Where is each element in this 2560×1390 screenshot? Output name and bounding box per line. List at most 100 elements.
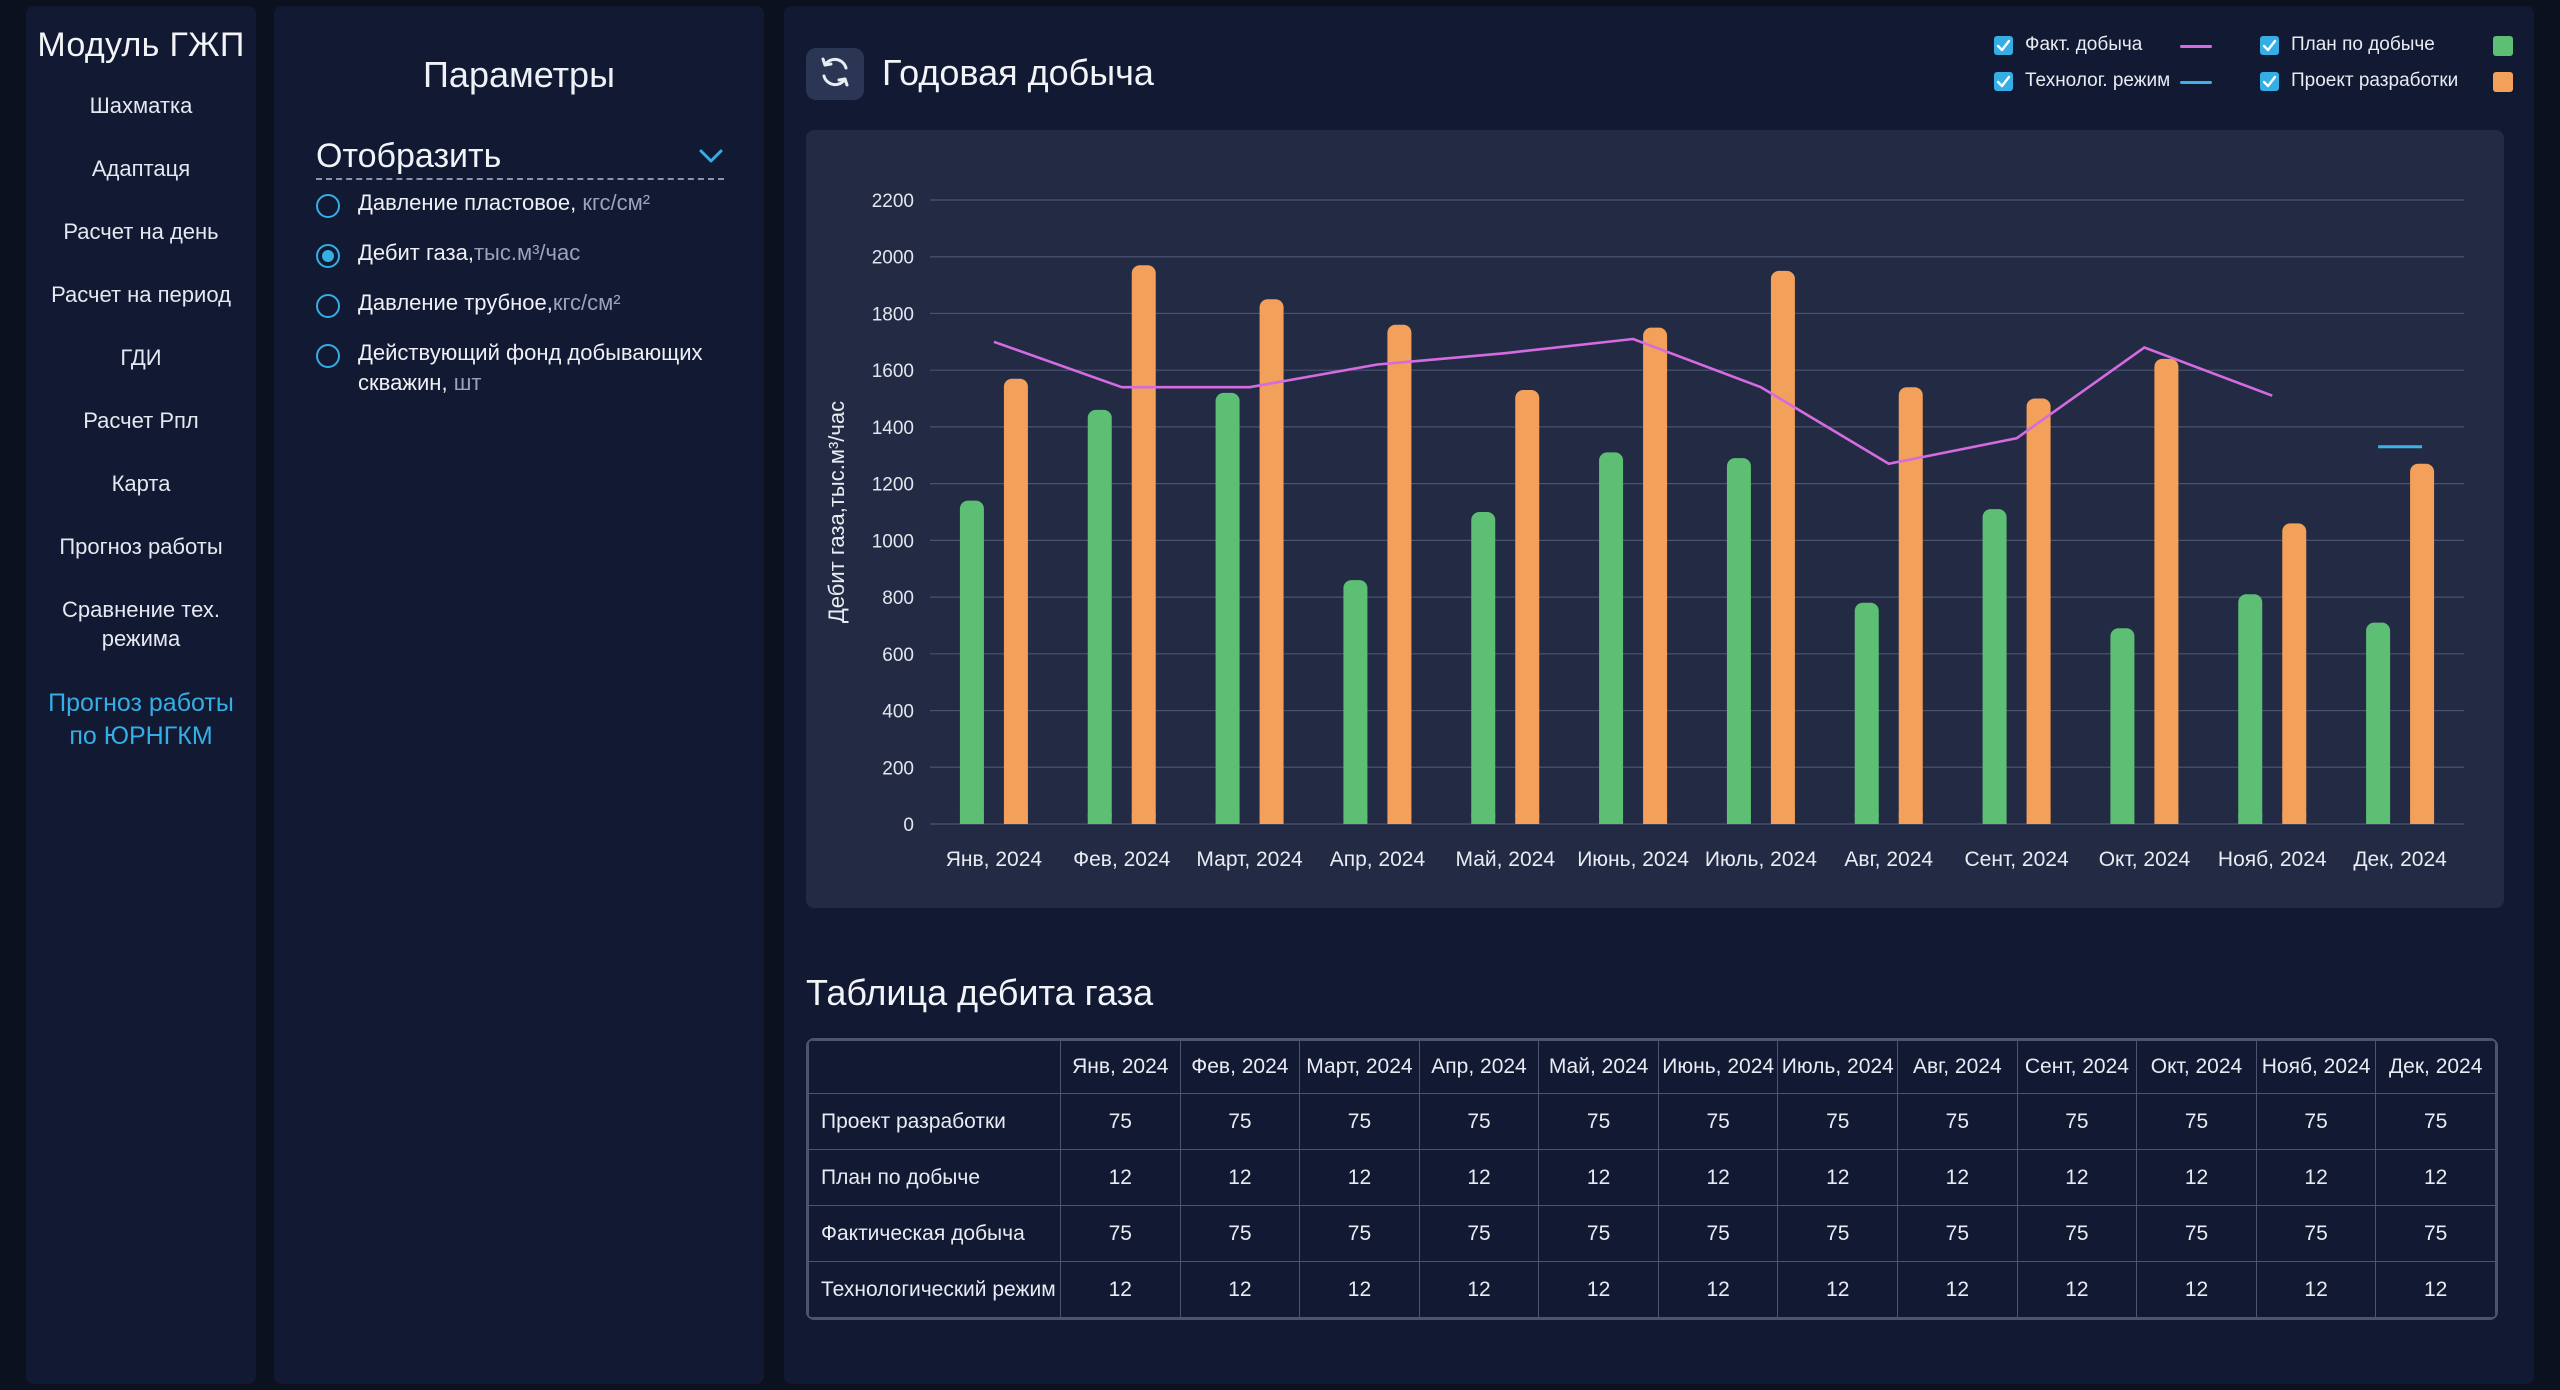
refresh-button[interactable] [806, 48, 864, 100]
bar-project[interactable] [1643, 327, 1668, 824]
table-cell: 75 [2375, 1093, 2496, 1150]
table-cell: 75 [1299, 1093, 1420, 1150]
bar-base [2282, 814, 2307, 824]
parameter-option-text: Давление трубное,кгс/см² [358, 288, 718, 318]
parameter-option-2[interactable]: Давление трубное,кгс/см² [316, 288, 764, 318]
bar-project[interactable] [2026, 398, 2051, 824]
bar-plan[interactable] [2238, 594, 2263, 824]
y-tick-label: 200 [882, 758, 914, 779]
table-cell: 75 [2255, 1093, 2377, 1150]
table-row-label: План по добыче [808, 1149, 1061, 1206]
gas-rate-table: Янв, 2024 Фев, 2024 Март, 2024 Апр, 2024 Май… [806, 1038, 2498, 1320]
x-tick-label: Дек, 2024 [2353, 848, 2447, 871]
bar-base [1854, 814, 1879, 824]
table-cell: 12 [1299, 1149, 1420, 1206]
bar-base [1131, 814, 1156, 824]
bar-project[interactable] [1259, 299, 1284, 824]
x-tick-label: Июнь, 2024 [1577, 848, 1689, 871]
table-row: План по добыче 12 12 12 12 12 12 12 12 12 12 12 12 [808, 1149, 2496, 1206]
parameter-option-text: Давление пластовое, кгс/см² [358, 188, 718, 218]
series-line-actual [993, 337, 2273, 466]
bar-plan[interactable] [1471, 512, 1496, 824]
parameter-option-label: Действующий фонд добывающих скважин, [358, 340, 703, 395]
x-tick-label: Сент, 2024 [1965, 848, 2069, 871]
radio-button[interactable] [316, 344, 340, 368]
nav-item-7[interactable]: Прогноз работы [59, 534, 223, 559]
checkbox-icon[interactable] [1994, 71, 2013, 91]
nav-item-0[interactable]: Шахматка [89, 93, 193, 118]
nav-item-5[interactable]: Расчет Рпл [83, 408, 199, 433]
table-column-header: Окт, 2024 [2136, 1040, 2257, 1094]
bar-project[interactable] [1515, 390, 1540, 824]
radio-button[interactable] [316, 294, 340, 318]
legend-square-marker [2493, 72, 2513, 92]
x-tick-label: Апр, 2024 [1330, 848, 1426, 871]
checkbox-icon[interactable] [1994, 35, 2013, 55]
bar-plan[interactable] [1215, 392, 1240, 824]
bar-plan[interactable] [1854, 602, 1879, 824]
bar-plan[interactable] [2110, 628, 2135, 824]
x-tick-label: Янв, 2024 [946, 848, 1043, 871]
table-cell: 12 [2375, 1261, 2496, 1318]
bar-project[interactable] [1003, 378, 1028, 824]
nav-item-6[interactable]: Карта [111, 471, 171, 496]
table-cell: 12 [2255, 1149, 2377, 1206]
y-tick-label: 1200 [872, 475, 914, 496]
checkbox-icon[interactable] [2260, 35, 2279, 55]
bar-project[interactable] [2154, 358, 2179, 824]
parameter-option-1[interactable]: Дебит газа,тыс.м³/час [316, 238, 764, 268]
x-tick-label: Май, 2024 [1455, 848, 1555, 871]
x-tick-label: Авг, 2024 [1844, 848, 1933, 871]
table-column-header: Сент, 2024 [2016, 1040, 2138, 1094]
nav-item-4[interactable]: ГДИ [120, 345, 162, 370]
table-cell: 12 [2016, 1149, 2138, 1206]
legend-item-0[interactable]: Факт. добыча [1994, 34, 2142, 56]
bar-project[interactable] [2410, 463, 2435, 824]
parameter-option-0[interactable]: Давление пластовое, кгс/см² [316, 188, 764, 218]
nav-item-8[interactable]: Сравнение тех. режима [62, 597, 220, 651]
bar-base [1003, 814, 1028, 824]
table-cell: 75 [1538, 1093, 1659, 1150]
checkbox-icon[interactable] [2260, 71, 2279, 91]
bar-base [2154, 814, 2179, 824]
bar-project[interactable] [1387, 324, 1412, 824]
radio-button[interactable] [316, 244, 340, 268]
nav-item-2[interactable]: Расчет на день [63, 219, 219, 244]
legend-item-1[interactable]: План по добыче [2260, 34, 2435, 56]
bar-base [1259, 814, 1284, 824]
legend-item-3[interactable]: Проект разработки [2260, 70, 2458, 92]
bar-plan[interactable] [959, 500, 984, 824]
bar-project[interactable] [1131, 265, 1156, 825]
bar-plan[interactable] [2366, 622, 2391, 824]
bar-base [1898, 814, 1923, 824]
parameter-option-unit: кгс/см² [552, 290, 621, 315]
y-tick-label: 1600 [872, 361, 914, 382]
bar-plan[interactable] [1087, 409, 1112, 824]
bar-base [959, 814, 984, 824]
bar-base [1599, 814, 1624, 824]
radio-button[interactable] [316, 194, 340, 218]
bar-plan[interactable] [1343, 580, 1368, 824]
bar-project[interactable] [1770, 270, 1795, 825]
legend-label: Технолог. режим [2025, 70, 2171, 91]
chevron-down-icon [698, 148, 724, 164]
bar-plan[interactable] [1982, 509, 2007, 824]
table-cell: 75 [2136, 1093, 2257, 1150]
params-title: Параметры [423, 54, 615, 95]
nav-item-3[interactable]: Расчет на период [51, 282, 231, 307]
nav-panel: Модуль ГЖП Шахматка Адаптаця Расчет на ден… [26, 6, 256, 1384]
legend-label: Факт. добыча [2025, 34, 2143, 55]
legend-item-2[interactable]: Технолог. режим [1994, 70, 2170, 92]
bar-plan[interactable] [1726, 458, 1751, 824]
nav-item-9[interactable]: Прогноз работы по ЮРНГКМ [48, 689, 234, 750]
parameter-option-label: Давление пластовое, [358, 190, 577, 215]
parameter-option-3[interactable]: Действующий фонд добывающих скважин, шт [316, 338, 764, 398]
table-header-row: Янв, 2024 Фев, 2024 Март, 2024 Апр, 2024 Май… [808, 1040, 2496, 1094]
table-cell: 75 [2136, 1205, 2257, 1262]
bar-plan[interactable] [1599, 452, 1624, 824]
nav-item-1[interactable]: Адаптаця [91, 156, 191, 181]
x-tick-label: Нояб, 2024 [2218, 848, 2327, 871]
bar-project[interactable] [2282, 523, 2307, 824]
bar-project[interactable] [1898, 387, 1923, 824]
display-dropdown[interactable]: Отобразить [316, 134, 724, 180]
